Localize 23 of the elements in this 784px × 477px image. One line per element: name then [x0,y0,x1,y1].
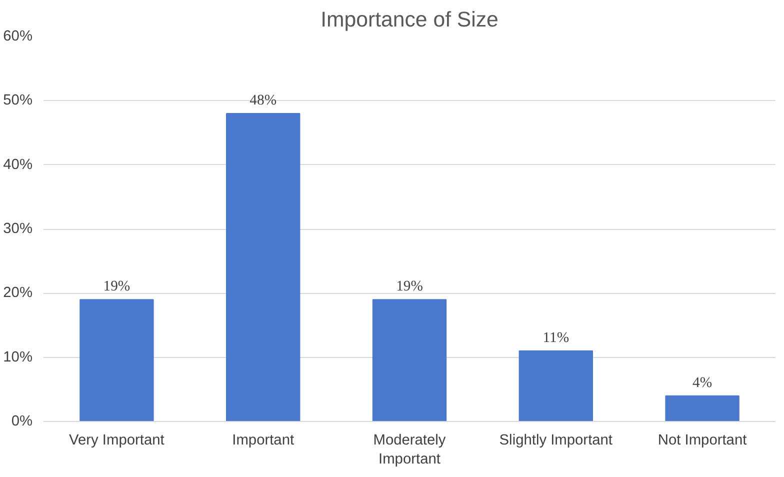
data-label: 19% [103,278,130,295]
y-tick-label: 50% [3,92,33,109]
y-tick-label: 20% [3,285,33,302]
x-tick-label: Moderately Important [373,432,446,468]
x-tick-label: Very Important [69,432,164,448]
data-label: 19% [396,278,423,295]
y-tick-label: 0% [11,414,33,430]
x-tick-label: Slightly Important [499,432,613,448]
y-tick-label: 30% [3,221,33,237]
data-label: 11% [542,330,570,346]
bar [372,299,447,422]
y-tick-label: 40% [3,156,33,173]
data-label: 4% [692,374,712,391]
bar [226,113,300,422]
x-tick-label: Important [232,432,294,448]
y-tick-label: 10% [3,349,33,366]
data-label: 48% [250,92,277,108]
bar [665,395,740,422]
y-tick-label: 60% [3,28,33,44]
x-tick-label: Not Important [658,432,747,448]
bar [80,299,154,422]
bar [518,350,593,422]
chart-title: Importance of Size [320,8,498,32]
